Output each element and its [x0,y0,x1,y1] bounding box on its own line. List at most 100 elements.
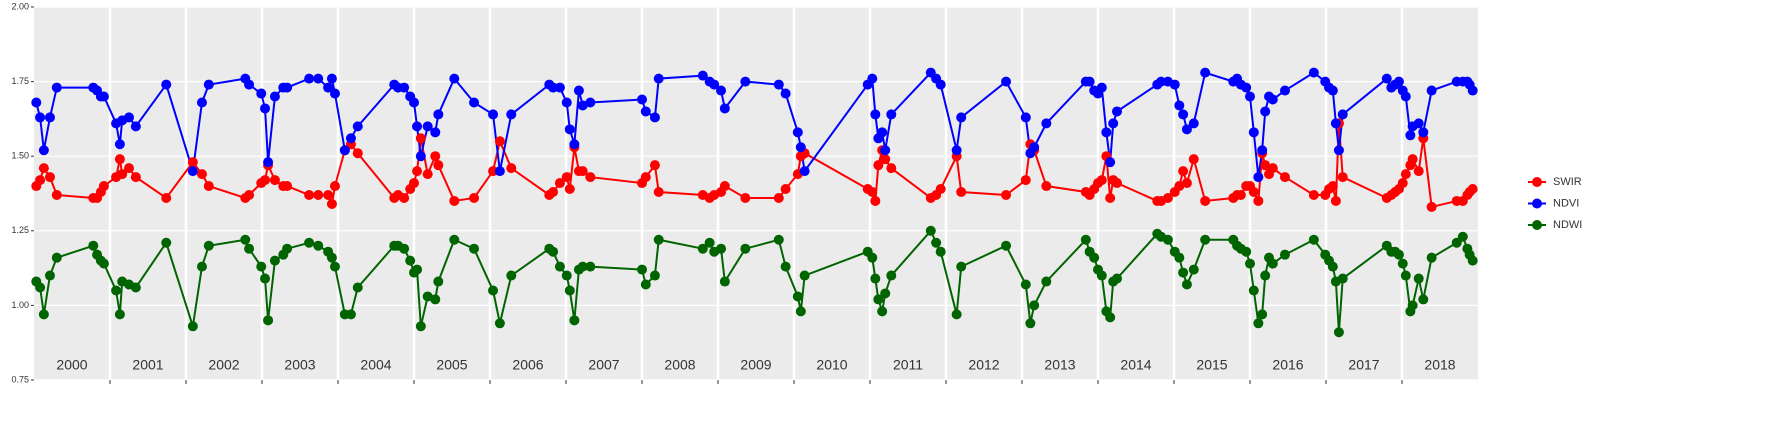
data-point [561,270,572,281]
data-point [415,133,426,144]
legend-label: NDVI [1553,197,1579,209]
data-point [282,181,293,192]
year-label: 2011 [893,357,923,373]
data-point [433,276,444,287]
data-point [111,285,122,296]
data-point [187,166,198,177]
data-point [880,288,891,299]
data-point [1327,261,1338,272]
data-point [260,273,271,284]
data-point [339,145,350,156]
data-point [114,139,125,150]
data-point [124,163,134,174]
data-point [494,136,505,147]
year-label: 2016 [1272,357,1303,373]
y-tick-label: 1.75 [11,76,29,86]
data-point [352,121,363,132]
data-point [1101,127,1112,138]
data-point [1080,234,1091,245]
data-point [469,243,480,254]
data-point [773,192,784,203]
data-point [1181,124,1192,135]
data-point [1260,270,1271,281]
data-point [1245,91,1255,102]
data-point [244,79,255,90]
data-point [886,270,897,281]
data-point [282,243,293,254]
data-point [573,85,584,96]
data-point [935,246,946,257]
data-point [1260,160,1271,171]
data-point [244,243,255,254]
data-point [256,261,267,272]
data-point [51,252,62,263]
data-point [1174,100,1185,111]
legend-marker [1532,177,1542,187]
data-point [422,291,433,302]
data-point [430,127,441,138]
data-point [637,264,647,275]
data-point [161,79,172,90]
data-point [1241,246,1252,257]
data-point [345,309,356,320]
data-point [430,151,441,162]
year-label: 2012 [968,357,999,373]
data-point [649,270,660,281]
year-label: 2009 [740,357,771,373]
data-point [1241,82,1252,93]
data-point [196,169,207,180]
data-point [187,157,198,168]
data-point [1337,172,1348,183]
data-point [352,148,363,159]
data-point [329,88,340,99]
data-point [345,133,356,144]
data-point [554,261,565,272]
year-label: 2002 [208,357,239,373]
data-point [1178,267,1189,278]
data-point [1112,178,1122,189]
data-point [1178,109,1189,120]
data-point [925,225,936,236]
data-point [488,109,499,120]
data-point [161,237,172,248]
marks [31,67,1478,338]
data-point [282,82,293,93]
data-point [649,112,660,123]
year-label: 2001 [132,357,163,373]
data-point [269,91,280,102]
data-point [412,166,423,177]
data-point [886,163,897,174]
data-point [323,189,334,200]
data-point [719,181,730,192]
data-point [449,234,460,245]
data-point [569,315,580,326]
data-point [867,187,878,198]
data-point [1200,234,1211,245]
data-point [412,121,423,132]
data-point [1260,106,1271,117]
data-point [1200,67,1211,78]
data-point [130,282,141,293]
data-point [780,184,791,195]
data-point [449,195,460,206]
data-point [44,270,55,281]
data-point [1020,279,1031,290]
data-point [260,103,271,114]
data-point [1001,189,1012,200]
data-point [1248,187,1259,198]
data-point [506,270,517,281]
data-point [244,189,255,200]
data-point [1029,300,1040,311]
data-point [260,175,271,186]
data-point [799,270,810,281]
data-point [577,261,588,272]
year-label: 2005 [436,357,467,373]
data-point [1112,273,1122,284]
data-point [795,306,806,317]
legend-label: SWIR [1553,176,1582,188]
data-point [35,112,46,123]
data-point [203,240,214,251]
data-point [1467,85,1478,96]
data-point [469,97,480,108]
